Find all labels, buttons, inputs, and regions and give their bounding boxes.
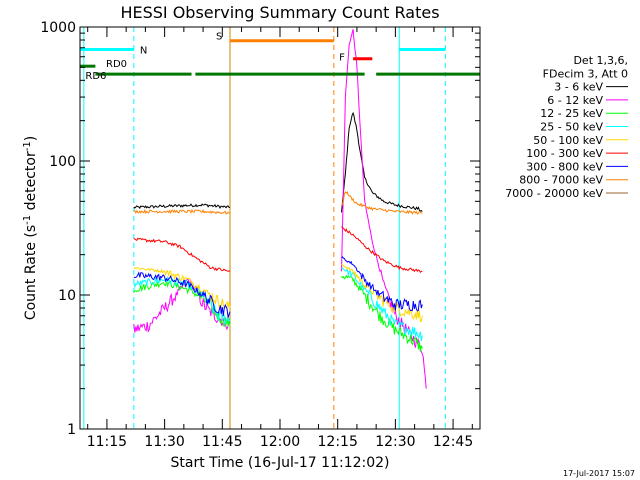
- y-tick-label: 1000: [40, 20, 76, 36]
- legend-entry-label: 7000 - 20000 keV: [505, 187, 603, 200]
- series-line-segment: [341, 274, 423, 352]
- legend-header-line: Det 1,3,6,: [573, 54, 628, 67]
- chart-title: HESSI Observing Summary Count Rates: [120, 3, 439, 22]
- series-line-segment: [133, 271, 231, 318]
- series-line-segment: [133, 237, 231, 272]
- x-tick-label: 12:30: [375, 434, 415, 450]
- flag-label-rd0: RD0: [106, 59, 127, 70]
- y-tick-label: 1: [67, 422, 76, 438]
- legend-entry-label: 50 - 100 keV: [533, 134, 603, 147]
- legend-header-line: FDecim 3, Att 0: [543, 67, 628, 80]
- series-line-segment: [341, 263, 423, 323]
- series-25-50keV-kev: [133, 266, 423, 342]
- legend-entry-label: 800 - 7000 keV: [519, 174, 603, 187]
- legend-entry-label: 300 - 800 keV: [526, 160, 603, 173]
- y-axis-label: Count Rate (s-1 detector-1): [22, 136, 39, 320]
- series-line-segment: [341, 111, 423, 213]
- legend-entry-label: 25 - 50 keV: [540, 121, 603, 134]
- x-tick-label: 11:30: [144, 434, 184, 450]
- series-800-7000keV-kev: [133, 191, 423, 215]
- series-line-segment: [133, 276, 231, 325]
- legend-entry-label: 3 - 6 keV: [554, 81, 603, 94]
- flag-label-n: N: [140, 45, 147, 56]
- legend-entry-label: 12 - 25 keV: [540, 107, 603, 120]
- series-line-segment: [341, 256, 423, 312]
- legend-entry-label: 100 - 300 keV: [526, 147, 603, 160]
- x-tick-label: 12:15: [318, 434, 358, 450]
- x-tick-label: 11:15: [87, 434, 127, 450]
- flag-label-f: F: [339, 53, 345, 64]
- series-300-800keV-kev: [133, 256, 423, 318]
- series-50-100keV-kev: [133, 263, 423, 323]
- series-line-segment: [341, 191, 423, 215]
- series-100-300keV-kev: [133, 226, 423, 274]
- x-tick-label: 12:00: [260, 434, 300, 450]
- series-12-25keV-kev: [133, 274, 423, 352]
- y-tick-label: 100: [49, 154, 76, 170]
- series-line-segment: [133, 267, 231, 311]
- series-line-segment: [341, 29, 427, 389]
- x-axis-label: Start Time (16-Jul-17 11:12:02): [170, 455, 389, 471]
- generation-timestamp: 17-Jul-2017 15:07: [563, 469, 635, 478]
- series-3-6keV-kev: [133, 111, 423, 213]
- y-tick-label: 10: [58, 288, 76, 304]
- x-tick-label: 11:45: [202, 434, 242, 450]
- legend-entry-label: 6 - 12 keV: [547, 94, 603, 107]
- vertical-marker-lines: [83, 27, 446, 429]
- x-tick-label: 12:45: [433, 434, 473, 450]
- series-line-segment: [341, 266, 423, 342]
- series-line-segment: [341, 226, 423, 274]
- y-axis: 1 10 100 1000: [40, 20, 480, 438]
- plot-frame: [79, 26, 481, 430]
- series-line-segment: [133, 208, 230, 215]
- series-layer: [133, 29, 427, 389]
- series-line-segment: [133, 203, 231, 210]
- flag-label-rd6: RD6: [85, 71, 106, 82]
- x-axis: 11:15 11:30 11:45 12:00 12:15 12:30 12:45: [87, 27, 473, 450]
- flag-label-s: S: [216, 32, 222, 43]
